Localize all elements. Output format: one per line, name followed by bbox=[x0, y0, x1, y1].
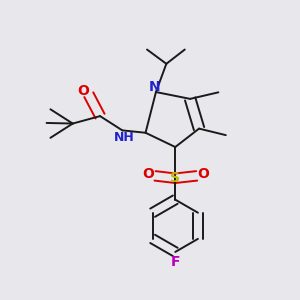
Text: O: O bbox=[77, 84, 89, 98]
Text: NH: NH bbox=[113, 131, 134, 144]
Text: S: S bbox=[170, 171, 180, 185]
Text: F: F bbox=[170, 255, 180, 269]
Text: O: O bbox=[142, 167, 154, 182]
Text: N: N bbox=[148, 80, 160, 94]
Text: O: O bbox=[198, 167, 209, 182]
